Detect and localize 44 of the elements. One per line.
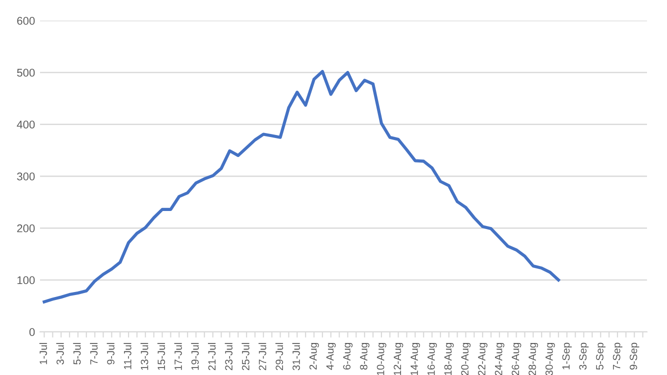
x-tick-label: 12-Aug	[394, 342, 404, 375]
x-tick-label: 25-Jul	[242, 342, 250, 370]
y-tick-label: 500	[17, 68, 35, 77]
x-tick-label: 3-Jul	[56, 342, 64, 364]
x-tick-label: 24-Aug	[494, 342, 504, 375]
x-tick-label: 28-Aug	[528, 342, 538, 375]
x-tick-label: 30-Aug	[545, 342, 555, 375]
x-tick-label: 6-Aug	[343, 342, 353, 370]
line-series	[42, 70, 560, 304]
x-tick-label: 16-Aug	[427, 342, 437, 375]
x-tick-label: 22-Aug	[478, 342, 488, 375]
x-tick-label: 2-Aug	[309, 342, 319, 370]
x-tick-label: 27-Jul	[258, 342, 266, 370]
x-tick-label: 7-Sep	[612, 342, 622, 370]
x-tick-label: 10-Aug	[376, 342, 386, 375]
x-tick-label: 13-Jul	[140, 342, 148, 370]
x-tick-label: 9-Jul	[106, 342, 114, 364]
x-tick-label: 14-Aug	[410, 342, 420, 375]
y-tick-label: 600	[17, 16, 35, 25]
x-tick-label: 23-Jul	[224, 342, 232, 370]
x-tick-label: 19-Jul	[191, 342, 199, 370]
x-tick-label: 3-Sep	[579, 342, 589, 370]
x-tick-label: 4-Aug	[326, 342, 336, 370]
x-tick-label: 20-Aug	[461, 342, 471, 375]
x-tick-label: 18-Aug	[444, 342, 454, 375]
x-tick-label: 5-Sep	[596, 342, 606, 370]
x-tick-label: 1-Jul	[39, 342, 48, 364]
x-tick-label: 31-Jul	[292, 342, 300, 370]
x-tick-label: 26-Aug	[512, 342, 522, 375]
x-tick-label: 1-Sep	[562, 342, 572, 370]
x-tick-label: 15-Jul	[157, 342, 166, 370]
y-tick-label: 100	[17, 276, 35, 284]
y-tick-label: 0	[29, 328, 35, 336]
y-tick-label: 200	[17, 224, 35, 232]
y-tick-label: 400	[16, 120, 35, 129]
x-tick-label: 29-Jul	[275, 342, 284, 370]
x-tick-label: 8-Aug	[360, 342, 370, 370]
x-tick-label: 11-Jul	[124, 342, 132, 370]
x-tick-label: 21-Jul	[208, 342, 216, 370]
y-tick-label: 300	[17, 172, 35, 180]
x-tick-label: 7-Jul	[90, 342, 98, 364]
x-tick-label: 17-Jul	[174, 342, 182, 370]
x-tick-label: 5-Jul	[73, 342, 81, 364]
x-tick-label: 9-Sep	[630, 342, 640, 370]
